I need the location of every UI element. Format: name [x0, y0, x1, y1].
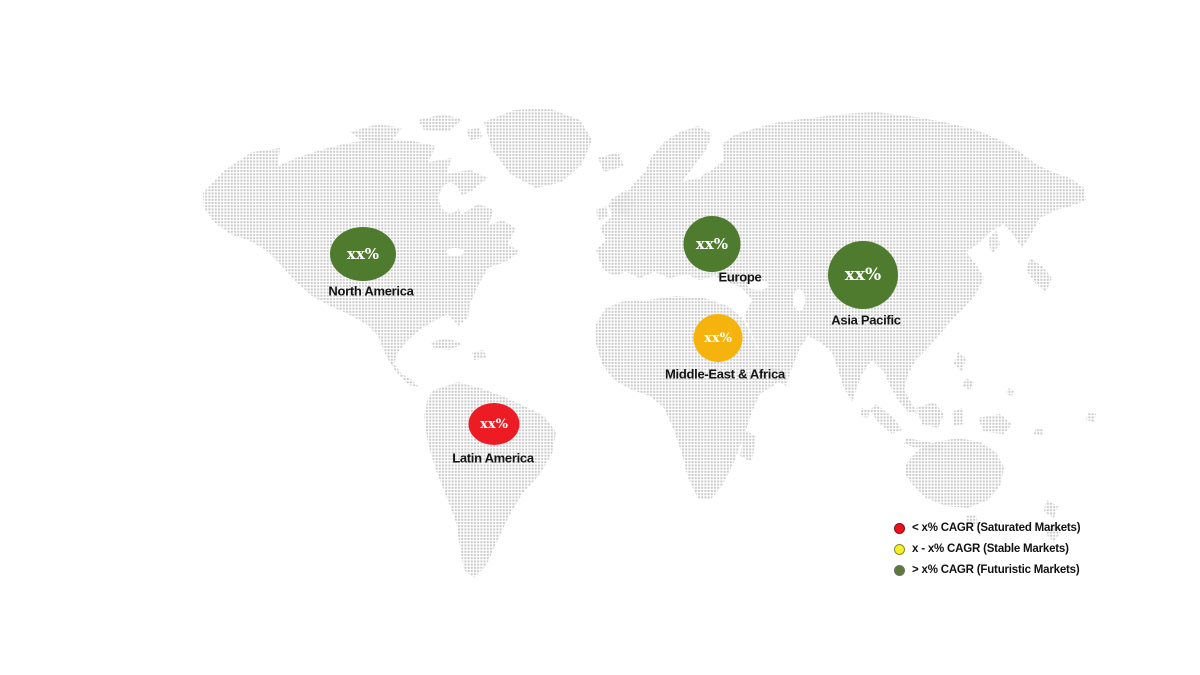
legend-label-futuristic: > x% CAGR (Futuristic Markets) [912, 564, 1080, 576]
continents [203, 108, 1096, 578]
legend-item-futuristic: > x% CAGR (Futuristic Markets) [894, 563, 1080, 577]
bubble-middle-east-africa: xx% [693, 314, 743, 362]
region-label-asia-pacific: Asia Pacific [831, 312, 901, 328]
bubble-value: xx% [695, 235, 729, 253]
bubble-value: xx% [480, 416, 508, 432]
bubble-value: xx% [346, 245, 380, 263]
legend: < x% CAGR (Saturated Markets) x - x% CAG… [894, 521, 1081, 584]
legend-item-stable: x - x% CAGR (Stable Markets) [894, 542, 1080, 556]
legend-swatch-red-icon [894, 522, 905, 534]
inland-seas [439, 161, 805, 311]
bubble-north-america: xx% [330, 227, 396, 281]
bubble-europe: xx% [683, 216, 741, 272]
region-label-latin-america: Latin America [452, 450, 534, 466]
legend-item-saturated: < x% CAGR (Saturated Markets) [894, 521, 1081, 535]
legend-swatch-green-icon [894, 564, 905, 576]
region-label-north-america: North America [328, 283, 414, 299]
bubble-latin-america: xx% [468, 403, 520, 445]
bubble-asia-pacific: xx% [828, 241, 898, 309]
bubble-value: xx% [704, 330, 732, 346]
legend-label-saturated: < x% CAGR (Saturated Markets) [912, 522, 1081, 534]
legend-label-stable: x - x% CAGR (Stable Markets) [912, 543, 1069, 555]
bubble-value: xx% [844, 265, 882, 285]
legend-swatch-yellow-icon [894, 543, 905, 555]
region-label-europe: Europe [718, 269, 762, 285]
region-label-middle-east-africa: Middle-East & Africa [665, 366, 785, 382]
